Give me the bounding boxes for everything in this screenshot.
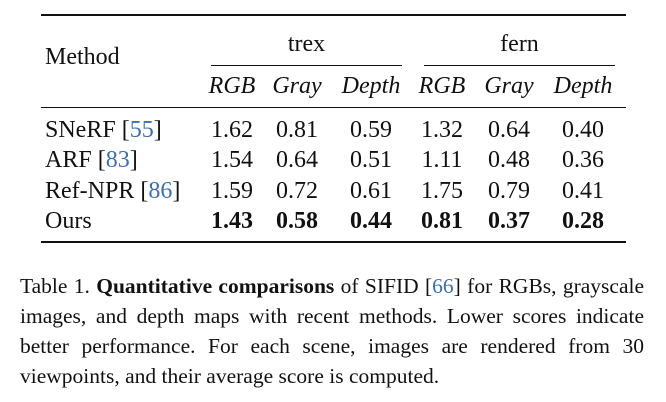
table-cell: 0.41 (562, 178, 604, 204)
row-label-snerf: SNeRF [55] (45, 117, 162, 143)
subheader-trex-depth: Depth (341, 73, 401, 99)
table-cell: 0.59 (350, 117, 392, 143)
caption-text-a: of SIFID (340, 274, 419, 298)
table-cell: 0.81 (276, 117, 318, 143)
table-cell-best: 0.37 (488, 208, 530, 234)
caption-bold: Quantitative comparisons (96, 274, 335, 298)
table-cell: 1.59 (211, 178, 253, 204)
scene-header-fern: fern (500, 31, 539, 57)
scene-rule-trex (211, 65, 402, 66)
caption-text-b: for RGBs, grayscale images, and depth ma… (20, 274, 645, 388)
table-cell: 1.54 (211, 147, 253, 173)
table-mid-rule (41, 107, 626, 108)
table-cell: 1.32 (421, 117, 463, 143)
table-bottom-rule (41, 241, 626, 243)
table-cell: 0.79 (488, 178, 530, 204)
subheader-fern-depth: Depth (553, 73, 613, 99)
table-cell: 0.61 (350, 178, 392, 204)
table-cell: 1.11 (421, 147, 463, 173)
subheader-trex-gray: Gray (272, 73, 322, 99)
table-cell: 0.72 (276, 178, 318, 204)
caption-cite: 66 (432, 274, 454, 298)
table-cell: 0.64 (276, 147, 318, 173)
subheader-fern-gray: Gray (484, 73, 534, 99)
row-label-arf: ARF [83] (45, 147, 138, 173)
table-cell-best: 0.81 (421, 208, 463, 234)
scene-rule-fern (424, 65, 615, 66)
table-top-rule (41, 14, 626, 16)
table-cell-best: 0.44 (350, 208, 392, 234)
table-cell: 0.36 (562, 147, 604, 173)
table-cell: 1.75 (421, 178, 463, 204)
table-cell: 1.62 (211, 117, 253, 143)
table-cell-best: 0.58 (276, 208, 318, 234)
subheader-fern-rgb: RGB (418, 73, 466, 99)
table-cell: 0.51 (350, 147, 392, 173)
table-cell: 0.64 (488, 117, 530, 143)
table-cell: 0.48 (488, 147, 530, 173)
table-caption: Table 1. Quantitative comparisons of SIF… (20, 274, 645, 388)
table-cell-best: 0.28 (562, 208, 604, 234)
table-cell-best: 1.43 (211, 208, 253, 234)
table-cell: 0.40 (562, 117, 604, 143)
scene-header-trex: trex (287, 31, 326, 57)
subheader-trex-rgb: RGB (208, 73, 256, 99)
row-label-ref-npr: Ref-NPR [86] (45, 178, 181, 204)
caption-label: Table 1. (20, 274, 90, 298)
method-header: Method (45, 44, 120, 70)
row-label-ours: Ours (45, 208, 92, 234)
